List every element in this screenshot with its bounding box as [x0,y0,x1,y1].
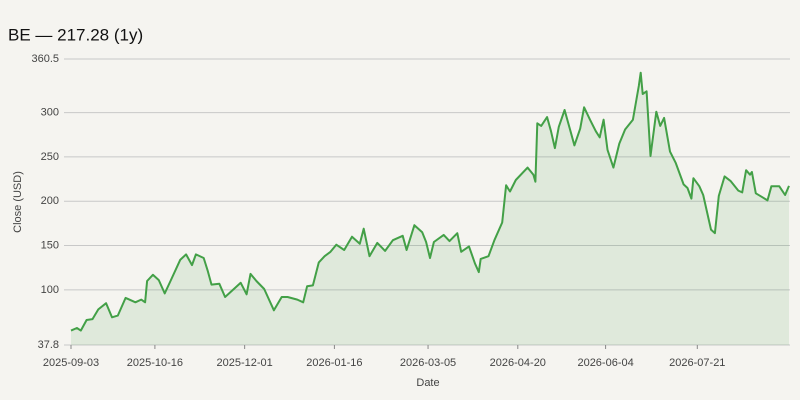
y-tick-label: 250 [41,151,59,163]
x-tick-label: 2026-07-21 [669,357,725,369]
x-tick-label: 2026-03-05 [400,357,456,369]
x-tick-label: 2026-06-04 [577,357,633,369]
price-line [70,71,790,332]
x-tick-label: 2025-10-16 [127,357,183,369]
y-tick-label: 150 [41,239,59,251]
y-axis-label: Close (USD) [12,171,24,233]
x-tick-label: 2025-09-03 [43,357,99,369]
x-tick-label: 2025-12-01 [217,357,273,369]
y-tick-label: 37.8 [38,339,59,351]
y-tick-label: 300 [41,107,59,119]
x-tick-label: 2026-04-20 [490,357,546,369]
y-tick-label: 200 [41,195,59,207]
x-tick-label: 2026-01-16 [306,357,362,369]
y-tick-label: 100 [41,284,59,296]
x-axis-label: Date [416,377,439,389]
area-fill [71,72,789,345]
chart-title: BE — 217.28 (1y) [8,25,143,44]
y-tick-label: 360.5 [31,53,59,65]
